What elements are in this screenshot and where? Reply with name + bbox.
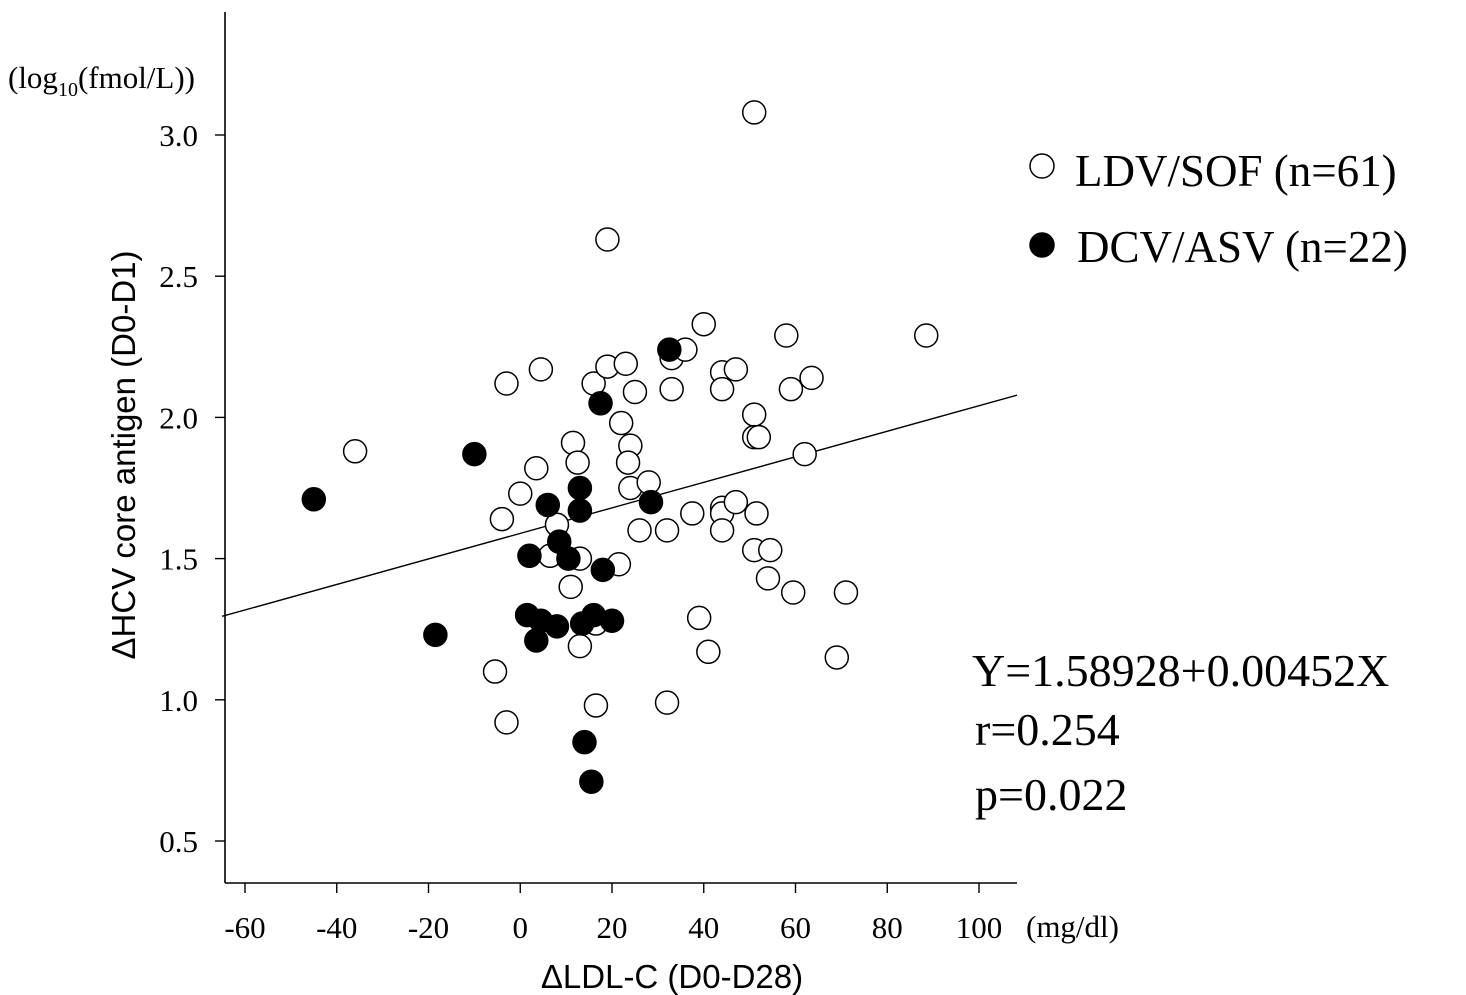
data-point-dcv-asv — [579, 769, 604, 794]
x-tick-label: 20 — [597, 910, 628, 945]
data-point-ldv-sof — [494, 710, 519, 735]
data-point-dcv-asv — [588, 391, 613, 416]
data-point-dcv-asv — [590, 557, 616, 583]
data-point-dcv-asv — [599, 608, 625, 633]
data-point-ldv-sof — [508, 481, 533, 506]
data-point-dcv-asv — [567, 498, 593, 523]
regression-stats: Y=1.58928+0.00452X r=0.254 p=0.022 — [972, 645, 1389, 820]
legend-label-ldv-sof: LDV/SOF (n=61) — [1075, 146, 1397, 196]
data-point-ldv-sof — [608, 410, 634, 436]
series-dcv-asv — [301, 337, 682, 794]
y-tick-label: 2.5 — [159, 259, 198, 294]
data-point-ldv-sof — [741, 402, 767, 427]
data-point-ldv-sof — [709, 376, 735, 402]
y-tick-label: 2.0 — [159, 400, 198, 435]
data-point-dcv-asv — [567, 475, 593, 501]
data-point-ldv-sof — [528, 357, 554, 382]
y-tick-label: 3.0 — [159, 118, 198, 153]
data-point-ldv-sof — [746, 424, 772, 450]
series-ldv-sof — [342, 100, 939, 735]
data-point-ldv-sof — [778, 376, 804, 402]
data-point-ldv-sof — [792, 441, 817, 467]
data-point-dcv-asv — [517, 543, 542, 569]
data-point-ldv-sof — [758, 537, 783, 563]
legend-label-dcv-asv: DCV/ASV (n=22) — [1077, 222, 1408, 272]
p-value: p=0.022 — [975, 769, 1127, 820]
data-point-ldv-sof — [583, 693, 609, 718]
x-axis-ticks: -60 -40 -20 0 20 40 60 80 100 — [224, 883, 1002, 945]
data-point-ldv-sof — [780, 580, 806, 605]
data-point-ldv-sof — [494, 371, 519, 396]
data-point-ldv-sof — [696, 639, 721, 665]
data-point-ldv-sof — [824, 645, 850, 670]
y-unit-label: (log10(fmol/L)) — [8, 60, 195, 101]
data-point-dcv-asv — [462, 441, 487, 467]
data-point-ldv-sof — [686, 605, 712, 631]
data-point-ldv-sof — [613, 351, 639, 376]
legend-open-circle-marker — [1029, 153, 1055, 179]
legend-filled-circle-marker — [1029, 232, 1055, 258]
regression-line — [221, 394, 1018, 618]
data-point-dcv-asv — [423, 622, 448, 648]
data-point-ldv-sof — [489, 506, 515, 532]
data-point-ldv-sof — [627, 518, 652, 543]
data-point-dcv-asv — [657, 337, 682, 362]
data-point-ldv-sof — [615, 450, 641, 475]
data-point-ldv-sof — [482, 659, 508, 684]
x-tick-label: -40 — [316, 910, 357, 945]
x-tick-label: -60 — [224, 910, 265, 945]
data-point-ldv-sof — [833, 580, 859, 605]
x-tick-label: -20 — [408, 910, 449, 945]
data-point-ldv-sof — [342, 439, 368, 464]
x-axis-label: ΔLDL-C (D0-D28) — [541, 958, 803, 995]
x-tick-label: 100 — [956, 910, 1003, 945]
data-point-ldv-sof — [723, 489, 749, 515]
correlation-r: r=0.254 — [975, 704, 1120, 755]
data-point-dcv-asv — [556, 546, 581, 571]
data-point-ldv-sof — [741, 100, 767, 125]
data-point-ldv-sof — [709, 518, 735, 543]
data-point-dcv-asv — [524, 628, 549, 653]
data-point-ldv-sof — [774, 323, 799, 348]
data-point-ldv-sof — [567, 633, 593, 659]
data-point-ldv-sof — [654, 690, 680, 715]
data-point-ldv-sof — [755, 566, 781, 591]
data-point-ldv-sof — [691, 311, 716, 337]
data-point-ldv-sof — [622, 379, 648, 405]
data-point-ldv-sof — [680, 501, 705, 526]
data-point-dcv-asv — [572, 729, 597, 755]
x-tick-label: 40 — [688, 910, 719, 945]
data-point-ldv-sof — [799, 365, 824, 391]
y-tick-label: 0.5 — [159, 824, 198, 859]
y-axis-ticks: 0.5 1.0 1.5 2.0 2.5 3.0 — [159, 118, 225, 859]
data-point-ldv-sof — [913, 323, 939, 348]
axes — [224, 12, 1017, 884]
x-tick-label: 80 — [872, 910, 903, 945]
data-point-ldv-sof — [723, 357, 749, 382]
regression-equation: Y=1.58928+0.00452X — [972, 645, 1389, 696]
x-unit-label: (mg/dl) — [1026, 909, 1119, 944]
y-tick-label: 1.5 — [159, 542, 198, 577]
x-tick-label: 0 — [513, 910, 529, 945]
data-point-dcv-asv — [535, 492, 561, 518]
data-point-dcv-asv — [638, 489, 664, 515]
x-tick-label: 60 — [780, 910, 811, 945]
data-point-ldv-sof — [565, 450, 590, 475]
data-point-ldv-sof — [558, 574, 583, 600]
y-tick-label: 1.0 — [159, 683, 198, 718]
data-point-dcv-asv — [544, 614, 570, 639]
data-point-ldv-sof — [744, 501, 769, 526]
data-point-ldv-sof — [659, 376, 684, 402]
data-point-ldv-sof — [595, 227, 620, 252]
data-point-ldv-sof — [524, 455, 549, 481]
data-point-ldv-sof — [654, 518, 680, 543]
data-point-dcv-asv — [301, 487, 327, 512]
y-axis-label: ΔHCV core antigen (D0-D1) — [105, 250, 142, 659]
legend: LDV/SOF (n=61) DCV/ASV (n=22) — [1029, 146, 1408, 272]
